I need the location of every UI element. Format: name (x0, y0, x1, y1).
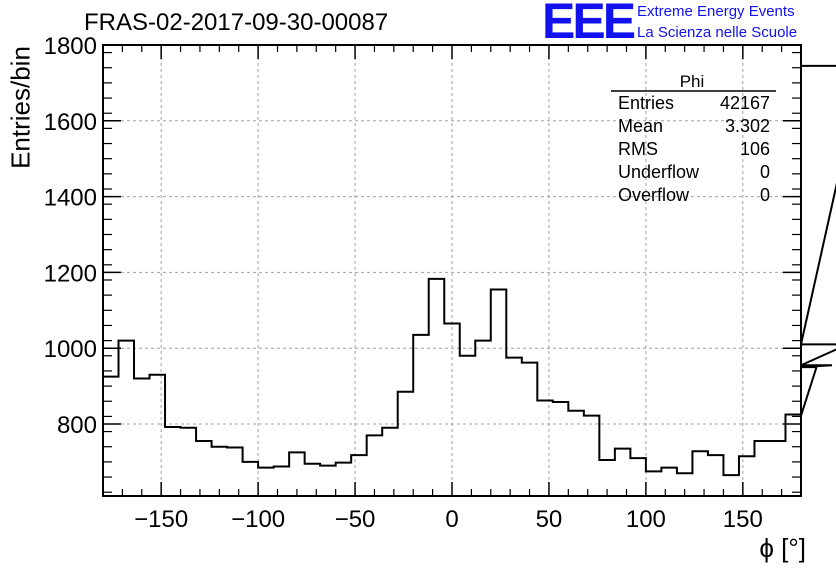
x-tick-label: 50 (536, 506, 563, 533)
stats-value-underflow: 0 (759, 162, 770, 182)
stats-value-mean: 3.302 (724, 116, 770, 136)
y-axis-label: Entries/bin (5, 46, 36, 169)
stats-label-entries: Entries (618, 93, 675, 113)
stats-title: Phi (679, 72, 705, 91)
x-tick-label: −100 (231, 506, 285, 533)
x-tick-label: −50 (335, 506, 376, 533)
stats-label-mean: Mean (618, 116, 664, 136)
stats-label-underflow: Underflow (618, 162, 700, 182)
eee-logo: EEE (542, 0, 636, 49)
y-tick-label: 1400 (44, 185, 97, 212)
logo-text-line-1: Extreme Energy Events (637, 3, 795, 20)
stats-value-rms: 106 (739, 139, 770, 159)
x-tick-label: 100 (626, 506, 666, 533)
y-tick-label: 800 (57, 412, 97, 439)
y-tick-label: 1000 (44, 336, 97, 363)
y-tick-label: 1800 (44, 33, 97, 60)
x-tick-label: 150 (723, 506, 763, 533)
x-tick-label: 0 (445, 506, 458, 533)
y-tick-label: 1200 (44, 260, 97, 287)
x-axis-label: ϕ [°] (759, 533, 806, 563)
axis-ticks (102, 44, 802, 496)
stats-value-overflow: 0 (759, 185, 770, 205)
tick-labels: −150 −100 −50 0 50 100 150 800 1000 1200 1400 1600 1… (44, 33, 763, 533)
stats-value-entries: 42167 (719, 93, 770, 113)
x-tick-label: −150 (134, 506, 188, 533)
plot-title: FRAS-02-2017-09-30-00087 (84, 9, 389, 36)
grid-lines (103, 45, 801, 496)
logo-text-line-2: La Scienza nelle Scuole (637, 24, 798, 41)
stats-label-overflow: Overflow (618, 185, 690, 205)
y-tick-label: 1600 (44, 109, 97, 136)
stats-label-rms: RMS (618, 139, 658, 159)
histogram-line (103, 64, 836, 477)
